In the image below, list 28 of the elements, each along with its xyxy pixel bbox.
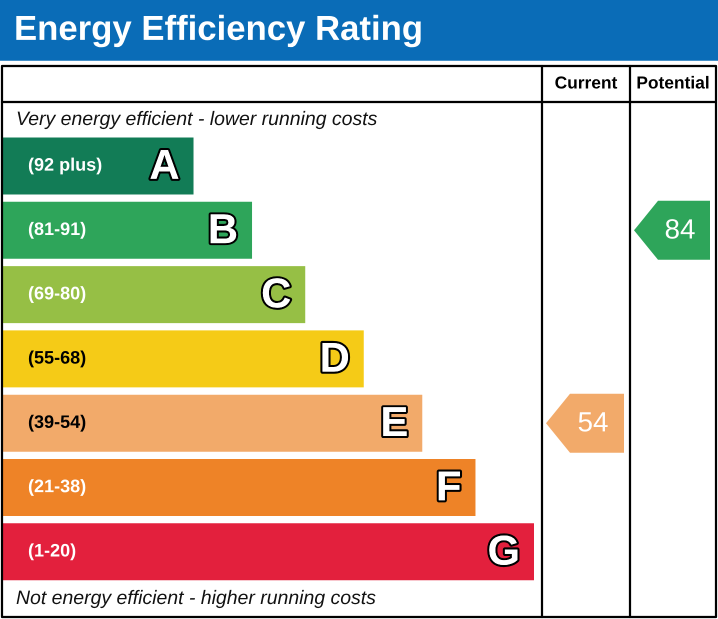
text: Not energy efficient - higher running costs — [16, 590, 376, 608]
bar — [2, 266, 306, 324]
y-tick-label: B — [210, 214, 236, 244]
bar — [2, 459, 476, 516]
y-tick-label: E — [383, 407, 407, 436]
bar — [2, 330, 364, 388]
category-label: 84 — [666, 219, 695, 239]
bar — [2, 202, 252, 259]
bar — [2, 394, 422, 452]
bar — [2, 138, 194, 194]
chart-title: Energy Efficiency Rating — [16, 14, 421, 48]
y-tick-label: A — [150, 150, 178, 179]
y-tick-label: G — [489, 535, 518, 565]
bar — [2, 523, 534, 580]
y-tick-label: F — [438, 472, 460, 500]
text: Potential — [638, 76, 708, 89]
annotation: (55-68) — [28, 350, 86, 368]
annotation: (92 plus) — [28, 158, 102, 174]
text: Very energy efficient - lower running costs — [18, 110, 377, 130]
annotation: (21-38) — [28, 479, 86, 496]
annotation: (81-91) — [28, 222, 86, 239]
y-tick-label: C — [262, 278, 290, 308]
y-tick-label: D — [322, 343, 348, 372]
annotation: (69-80) — [28, 286, 86, 304]
category-label: 54 — [578, 412, 608, 432]
text: Current — [555, 76, 618, 89]
annotation: (39-54) — [28, 414, 86, 432]
annotation: (1-20) — [28, 543, 76, 560]
